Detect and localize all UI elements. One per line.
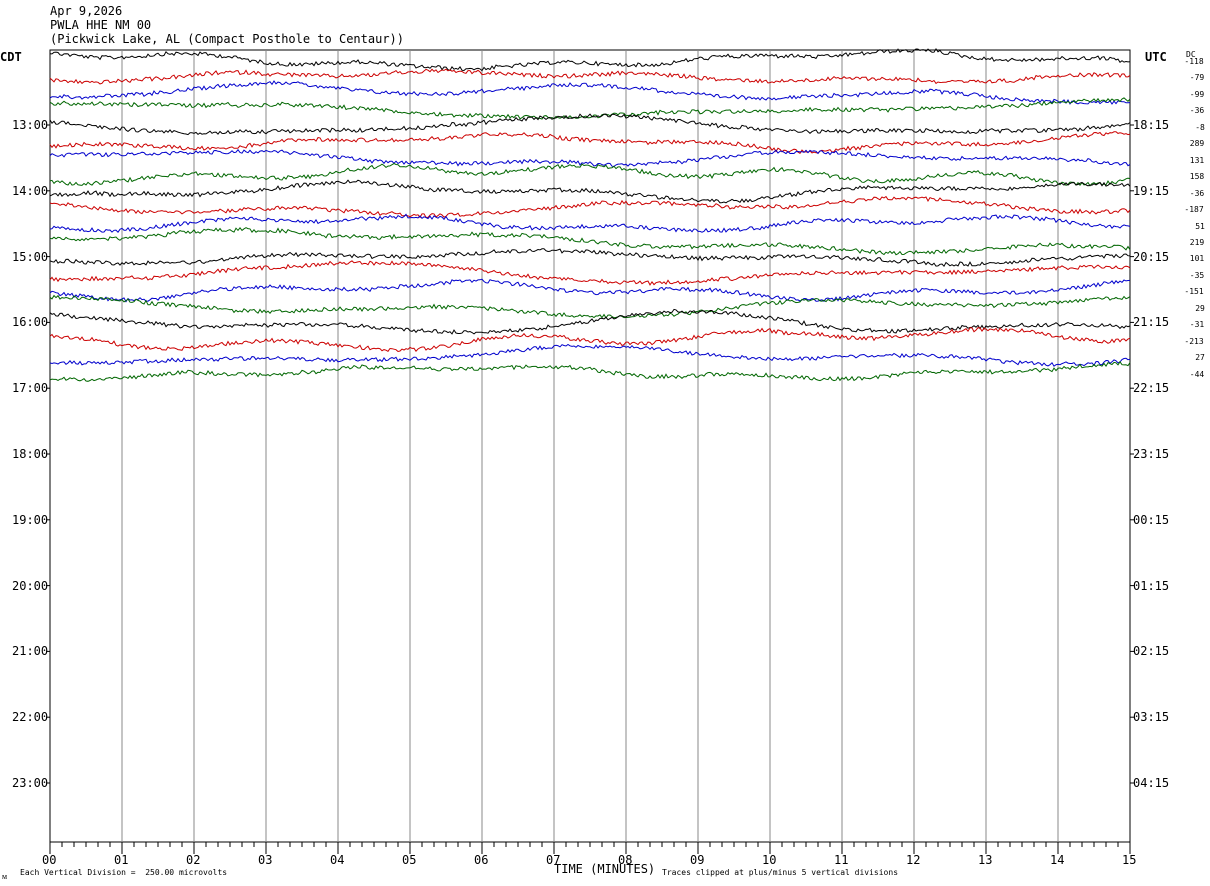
left-timezone-label: CDT [0,50,22,64]
trace-6 [49,148,1131,167]
x-axis-label: TIME (MINUTES) [554,862,656,876]
dc-offset-label-17: -213 [1184,336,1204,346]
x-tick-label-14: 14 [1050,853,1065,867]
trace-17 [49,327,1131,353]
trace-5 [49,131,1131,154]
right-hour-label-1: 19:15 [1133,183,1170,198]
right-hour-label-2: 20:15 [1133,249,1170,264]
right-hour-label-0: 18:15 [1133,118,1170,132]
left-hour-label-10: 23:00 [12,776,49,790]
left-hour-label-3: 16:00 [12,315,49,330]
trace-19 [49,360,1131,382]
corner-mark: ᴍ [2,872,8,881]
dc-offset-label-12: 101 [1189,254,1205,264]
trace-13 [49,260,1131,286]
right-hour-label-10: 04:15 [1133,776,1170,790]
right-hour-label-5: 23:15 [1133,447,1170,461]
trace-18 [49,343,1131,367]
dc-offset-label-15: 29 [1195,303,1205,313]
dc-offset-label-19: -44 [1189,369,1205,379]
trace-15 [49,294,1131,319]
plot-frame [49,49,1131,843]
left-hour-label-6: 19:00 [12,512,49,527]
dc-offset-label-7: 158 [1189,172,1205,182]
left-hour-label-2: 15:00 [12,249,49,264]
x-tick-label-00: 00 [42,853,57,867]
dc-offset-label-1: -79 [1189,73,1205,83]
trace-16 [49,308,1131,335]
trace-1 [49,68,1131,85]
x-tick-label-07: 07 [546,853,561,867]
scale-note: Each Vertical Division = 250.00 microvol… [20,868,228,877]
right-hour-label-8: 02:15 [1133,644,1170,659]
dc-offset-label-18: 27 [1195,353,1205,363]
trace-10 [49,213,1131,233]
dc-offset-label-2: -99 [1189,89,1205,99]
trace-11 [49,226,1131,256]
x-tick-label-04: 04 [330,853,345,867]
header-location: (Pickwick Lake, AL (Compact Posthole to … [50,32,405,46]
trace-12 [49,248,1131,268]
left-hour-label-5: 18:00 [12,447,49,461]
left-hour-label-0: 13:00 [12,118,49,132]
right-hour-label-9: 03:15 [1133,710,1170,725]
x-tick-label-03: 03 [258,853,273,867]
header-date: Apr 9,2026 [50,4,123,18]
trace-4 [49,113,1131,136]
x-tick-label-02: 02 [186,853,201,867]
dc-offset-label-6: 131 [1189,155,1205,165]
x-tick-label-11: 11 [834,853,849,867]
dc-offset-label-3: -36 [1189,106,1205,116]
trace-0 [49,47,1131,72]
x-tick-label-12: 12 [906,853,921,867]
left-hour-label-8: 21:00 [12,644,49,659]
dc-offset-label-4: -8 [1195,122,1205,132]
trace-9 [49,195,1131,219]
x-tick-label-08: 08 [618,853,633,867]
right-hour-label-4: 22:15 [1133,381,1170,396]
header-station: PWLA HHE NM 00 [50,18,152,32]
right-hour-label-7: 01:15 [1133,578,1170,593]
dc-offset-label-11: 219 [1189,237,1205,247]
dc-offset-label-13: -35 [1189,270,1205,280]
clip-note: Traces clipped at plus/minus 5 vertical … [662,868,899,877]
x-tick-label-15: 15 [1122,853,1137,867]
trace-8 [49,179,1131,204]
dc-offset-label-9: -187 [1184,205,1204,215]
dc-offset-label-16: -31 [1189,320,1205,330]
dc-offset-label-10: 51 [1195,221,1205,231]
x-tick-label-01: 01 [114,853,129,867]
trace-7 [49,163,1131,187]
left-hour-label-9: 22:00 [12,710,49,725]
left-hour-label-1: 14:00 [12,183,49,198]
right-hour-label-6: 00:15 [1133,512,1170,527]
right-timezone-label: UTC [1145,50,1167,64]
right-hour-label-3: 21:15 [1133,315,1170,330]
left-hour-label-4: 17:00 [12,381,49,396]
x-tick-label-13: 13 [978,853,993,867]
trace-14 [49,278,1131,303]
dc-offset-label-0: -118 [1184,57,1204,66]
dc-offset-label-5: 289 [1189,139,1205,149]
left-hour-label-7: 20:00 [12,578,49,593]
x-tick-label-10: 10 [762,853,777,867]
dc-offset-label-14: -151 [1184,287,1204,297]
dc-header: DC [1186,50,1196,59]
x-tick-label-06: 06 [474,853,489,867]
x-tick-label-05: 05 [402,853,417,867]
dc-offset-label-8: -36 [1189,188,1205,198]
trace-2 [49,80,1131,105]
trace-3 [49,97,1131,120]
x-tick-label-09: 09 [690,853,705,867]
